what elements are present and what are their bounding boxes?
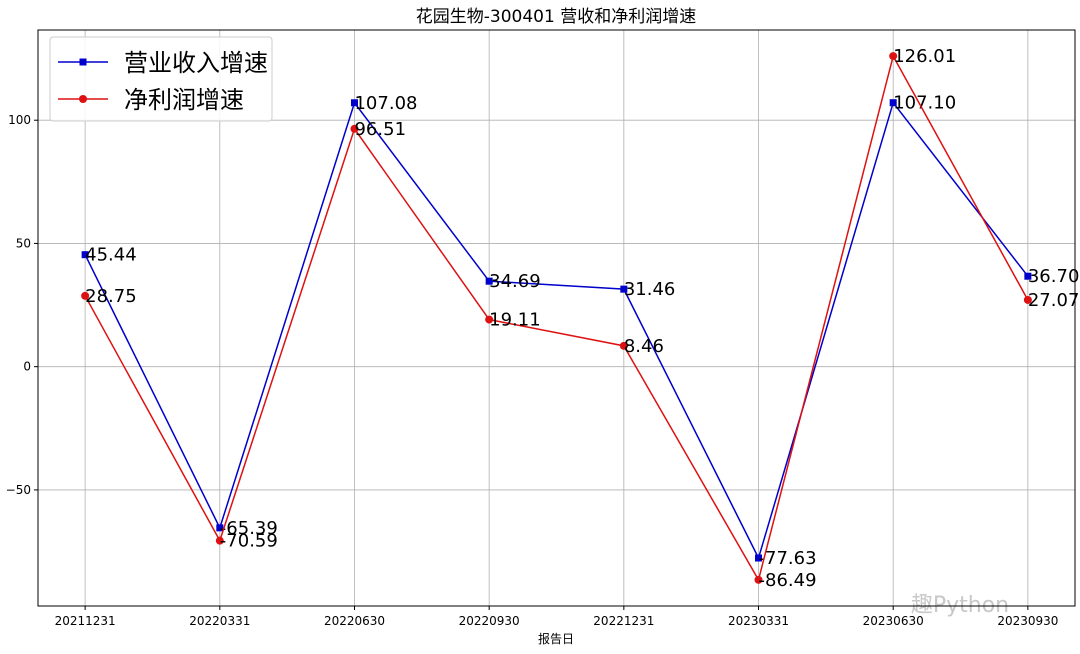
x-tick-label: 20220630: [324, 614, 385, 628]
marker: [81, 291, 90, 300]
y-tick-label: 0: [23, 360, 31, 374]
marker: [754, 575, 763, 584]
x-tick-label: 20230331: [728, 614, 789, 628]
legend-marker: [79, 95, 87, 103]
marker: [350, 124, 359, 133]
x-tick-label: 20221231: [593, 614, 654, 628]
y-tick-label: −50: [6, 483, 31, 497]
legend-label: 净利润增速: [124, 86, 244, 114]
marker: [485, 277, 493, 285]
legend-marker: [79, 58, 87, 66]
value-label: -77.63: [759, 548, 817, 569]
value-label: 31.46: [624, 279, 676, 300]
x-tick-label: 20230630: [863, 614, 924, 628]
chart-title: 花园生物-300401 营收和净利润增速: [416, 7, 696, 27]
legend-label: 营业收入增速: [124, 49, 268, 77]
x-tick-label: 20230930: [997, 614, 1058, 628]
x-tick-label: 20220331: [189, 614, 250, 628]
marker: [81, 251, 89, 259]
value-label: 107.08: [354, 93, 417, 114]
value-label: 96.51: [354, 119, 406, 140]
marker: [889, 99, 897, 107]
series-line: [84, 54, 1029, 582]
value-label: -86.49: [759, 570, 817, 591]
value-label: 126.01: [893, 46, 956, 67]
marker: [216, 524, 224, 532]
value-label: -65.39: [220, 518, 278, 539]
marker: [215, 536, 224, 545]
marker: [620, 285, 628, 293]
legend-box: [49, 36, 273, 122]
marker: [350, 99, 358, 107]
x-axis-label: 报告日: [538, 631, 574, 646]
value-label: 19.11: [489, 310, 541, 331]
value-label: 36.70: [1028, 266, 1080, 287]
marker: [485, 315, 494, 324]
plot-frame: [37, 29, 1076, 607]
x-tick-label: 20211231: [55, 614, 116, 628]
marker: [1023, 295, 1032, 304]
marker: [1024, 272, 1032, 280]
marker: [889, 52, 898, 61]
value-label: 107.10: [893, 93, 956, 114]
value-label: 45.44: [85, 245, 137, 266]
x-tick-label: 20220930: [459, 614, 520, 628]
series-line: [84, 101, 1029, 561]
value-label: -70.59: [220, 531, 278, 552]
value-label: 34.69: [489, 271, 541, 292]
marker: [619, 341, 628, 350]
y-tick-label: 50: [16, 236, 31, 250]
value-label: 28.75: [85, 286, 137, 307]
value-label: 27.07: [1028, 290, 1080, 311]
y-tick-label: 100: [8, 113, 31, 127]
marker: [755, 554, 763, 562]
value-label: 8.46: [624, 336, 664, 357]
